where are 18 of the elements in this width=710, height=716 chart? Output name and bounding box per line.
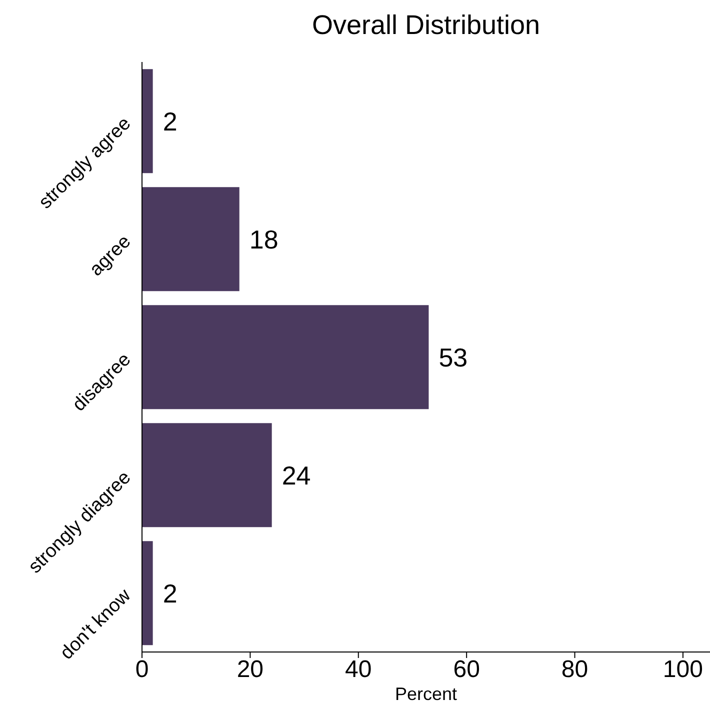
- x-tick-label: 80: [561, 656, 588, 684]
- bar: [142, 541, 153, 646]
- x-tick-label: 40: [345, 656, 372, 684]
- data-label: 18: [249, 224, 278, 254]
- data-label: 2: [162, 578, 178, 608]
- x-tick-label: 20: [236, 656, 264, 684]
- x-tick-label: 60: [453, 656, 480, 684]
- bar: [142, 69, 153, 174]
- bar: [142, 423, 272, 528]
- x-axis-title: Percent: [394, 684, 458, 705]
- bar: [142, 305, 429, 410]
- data-label: 2: [162, 106, 178, 136]
- x-tick-label: 100: [662, 656, 703, 684]
- x-tick-label: 0: [135, 656, 149, 684]
- chart-title: Overall Distribution: [310, 9, 542, 42]
- data-label: 24: [282, 460, 311, 490]
- data-label: 53: [438, 342, 468, 372]
- bar: [142, 187, 240, 292]
